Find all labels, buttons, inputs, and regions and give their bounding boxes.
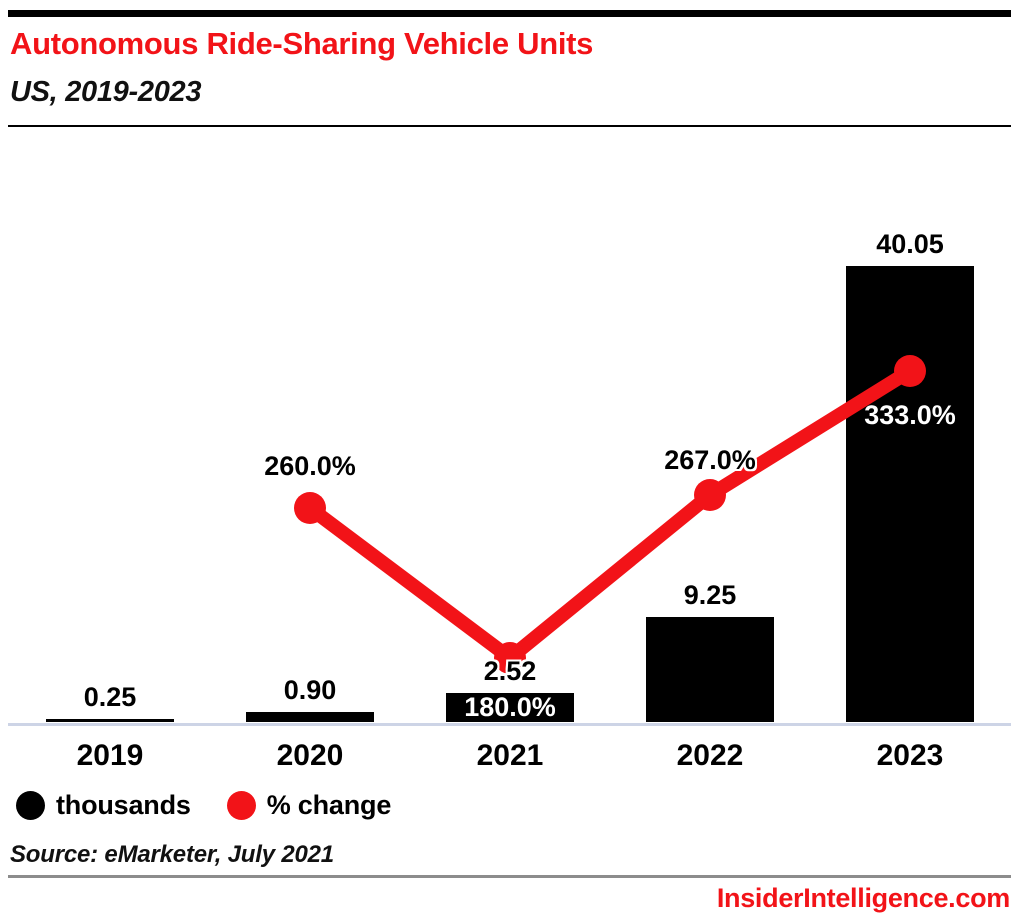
bars-legend-swatch-icon [16, 791, 45, 820]
legend-label-pct-change: % change [266, 790, 392, 820]
title-divider [8, 125, 1011, 127]
x-axis-label-2023: 2023 [876, 739, 944, 772]
chart-subtitle: US, 2019-2023 [10, 76, 202, 108]
bar-2022 [646, 617, 774, 722]
line-marker [694, 479, 726, 511]
line-marker [294, 492, 326, 524]
x-axis-label-2022: 2022 [676, 739, 744, 772]
x-axis-label-2021: 2021 [476, 739, 544, 772]
bar-2020 [246, 712, 374, 722]
bar-value-label-2020: 0.90 [283, 675, 337, 705]
x-axis-label-2020: 2020 [276, 739, 344, 772]
x-axis-line [8, 723, 1011, 726]
bar-2023 [846, 266, 974, 722]
top-accent-bar [8, 10, 1011, 17]
line-value-label-2022: 267.0% [664, 445, 756, 475]
line-legend-swatch-icon [226, 791, 256, 820]
bar-value-label-2019: 0.25 [83, 682, 137, 712]
footer-divider [8, 875, 1011, 878]
line-value-label-2021: 180.0% [464, 692, 556, 722]
legend-label-thousands: thousands [56, 790, 191, 820]
legend: thousands % change [16, 790, 391, 821]
chart-title: Autonomous Ride-Sharing Vehicle Units [10, 26, 594, 61]
bar-value-label-2021: 2.52 [483, 656, 537, 686]
bar-value-label-2022: 9.25 [683, 580, 737, 610]
source-note: Source: eMarketer, July 2021 [10, 841, 334, 868]
bar-2021 [446, 693, 574, 722]
x-axis-label-2019: 2019 [76, 739, 144, 772]
bar-value-label-2023: 40.05 [876, 229, 944, 259]
bar-2019 [46, 719, 174, 722]
site-link[interactable]: InsiderIntelligence.com [716, 883, 1010, 913]
line-value-label-2020: 260.0% [264, 451, 356, 481]
legend-item-thousands: thousands [16, 790, 191, 821]
line-value-label-2023: 333.0% [864, 400, 956, 430]
line-path [305, 365, 914, 667]
legend-item-pct-change: % change [226, 790, 392, 821]
